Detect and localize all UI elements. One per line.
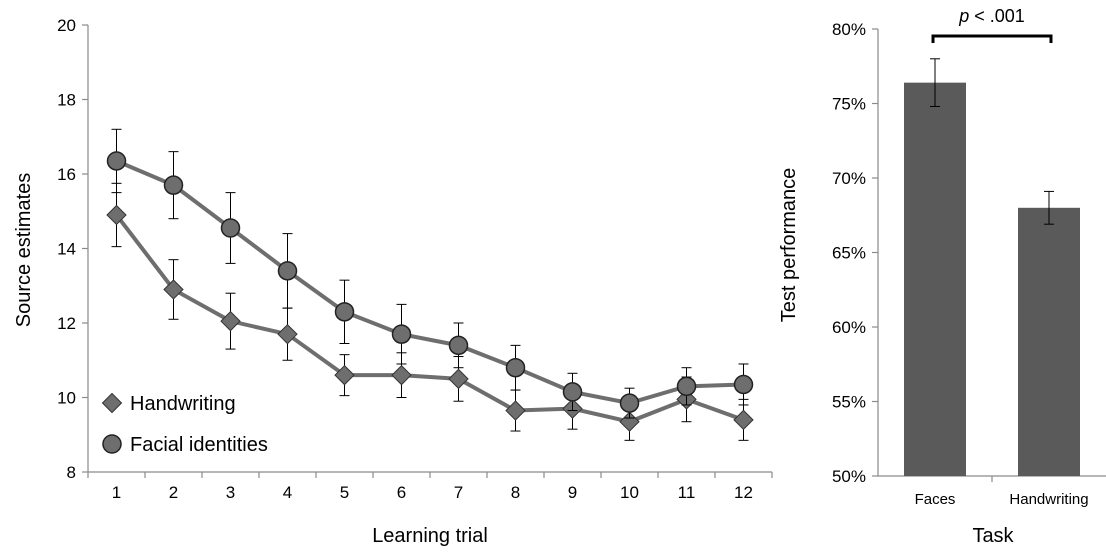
series-line xyxy=(115,159,744,406)
data-point xyxy=(391,364,412,386)
line-chart-series xyxy=(106,128,754,441)
line-chart-x-tick-label: 4 xyxy=(283,483,292,502)
data-point xyxy=(733,374,754,395)
bar-chart-y-axis-label: Test performance xyxy=(778,168,800,323)
bar-chart-y-tick-label: 50% xyxy=(832,467,866,486)
significance-value: < .001 xyxy=(969,6,1025,26)
line-chart-y-tick-label: 18 xyxy=(57,91,76,110)
line-chart-x-tick-label: 8 xyxy=(511,483,520,502)
line-chart-y-tick-label: 16 xyxy=(57,165,76,184)
bar-chart-x-tick-label: Handwriting xyxy=(1009,491,1088,508)
data-point xyxy=(277,261,298,281)
bar-chart-y-tick-label: 80% xyxy=(832,20,866,39)
bar-chart-y-tick-label: 65% xyxy=(832,244,866,263)
data-point xyxy=(277,323,298,345)
data-point xyxy=(505,357,526,378)
bar-chart: 50% 55% 60% 65% 70% 75% 80% Faces Handwriting T… xyxy=(778,6,1106,547)
bar-chart-y-tick-label: 75% xyxy=(832,95,866,114)
significance-p-symbol: p xyxy=(958,6,969,26)
bar-chart-y-tick-label: 55% xyxy=(832,393,866,412)
bar-handwriting xyxy=(1018,207,1080,477)
data-point xyxy=(334,302,355,322)
line-chart-x-tick-label: 5 xyxy=(340,483,349,502)
legend-entry-1: Handwriting xyxy=(101,392,236,415)
data-point xyxy=(448,368,469,390)
line-chart-x-tick-label: 12 xyxy=(734,483,753,502)
line-chart-series-1 xyxy=(106,182,754,441)
data-point xyxy=(334,364,355,386)
data-point xyxy=(106,151,127,171)
data-point xyxy=(163,175,184,195)
bar-chart-x-axis-label: Task xyxy=(972,525,1014,547)
line-chart-x-tick-label: 10 xyxy=(620,483,639,502)
series-line xyxy=(114,213,745,424)
bar-faces xyxy=(904,82,966,476)
line-chart-legend: Handwriting Facial identities xyxy=(101,392,268,456)
line-chart-series-2 xyxy=(106,128,754,419)
line-chart-x-tick-label: 2 xyxy=(169,483,178,502)
legend-label: Facial identities xyxy=(130,434,268,456)
line-chart-y-ticks: 8 10 12 14 16 18 20 xyxy=(57,16,88,482)
line-chart-x-ticks: 1 2 3 4 5 6 7 8 9 10 11 12 xyxy=(87,472,773,502)
data-point xyxy=(106,204,127,226)
bar-chart-y-tick-label: 70% xyxy=(832,169,866,188)
bar-chart-y-tick-label: 60% xyxy=(832,318,866,337)
significance-annotation: p < .001 xyxy=(931,6,1053,43)
bar-chart-x-tick-label: Faces xyxy=(915,491,956,508)
line-chart-y-axis-label: Source estimates xyxy=(13,173,35,328)
significance-label: p < .001 xyxy=(958,6,1025,26)
line-chart-x-tick-label: 9 xyxy=(568,483,577,502)
data-point xyxy=(733,409,754,431)
line-chart-y-tick-label: 10 xyxy=(57,389,76,408)
line-chart-x-tick-label: 1 xyxy=(112,483,121,502)
bar-chart-y-ticks: 50% 55% 60% 65% 70% 75% 80% xyxy=(832,20,878,486)
data-point xyxy=(448,335,469,356)
legend-label: Handwriting xyxy=(130,393,236,415)
line-chart-x-tick-label: 3 xyxy=(226,483,235,502)
data-point xyxy=(163,279,184,300)
line-chart-x-axis-label: Learning trial xyxy=(372,525,488,547)
legend-marker xyxy=(101,392,123,414)
data-point xyxy=(220,218,241,238)
line-chart-y-tick-label: 8 xyxy=(67,463,76,482)
data-point xyxy=(676,376,697,397)
line-chart-y-tick-label: 20 xyxy=(57,16,76,35)
significance-bracket xyxy=(931,34,1053,43)
line-chart-x-tick-label: 6 xyxy=(397,483,406,502)
data-point xyxy=(562,382,583,402)
bar-chart-bars xyxy=(904,58,1080,477)
line-chart-y-tick-label: 14 xyxy=(57,240,76,259)
data-point xyxy=(220,310,241,332)
line-chart-x-tick-label: 7 xyxy=(454,483,463,502)
data-point xyxy=(505,400,526,421)
line-chart-x-tick-label: 11 xyxy=(678,483,696,502)
bar-chart-x-ticks: Faces Handwriting xyxy=(915,476,1089,508)
legend-entry-2: Facial identities xyxy=(102,434,268,456)
data-point xyxy=(619,393,640,413)
data-point xyxy=(619,411,640,432)
data-point xyxy=(391,324,412,344)
legend-marker xyxy=(102,434,122,454)
line-chart-y-tick-label: 12 xyxy=(57,314,76,333)
